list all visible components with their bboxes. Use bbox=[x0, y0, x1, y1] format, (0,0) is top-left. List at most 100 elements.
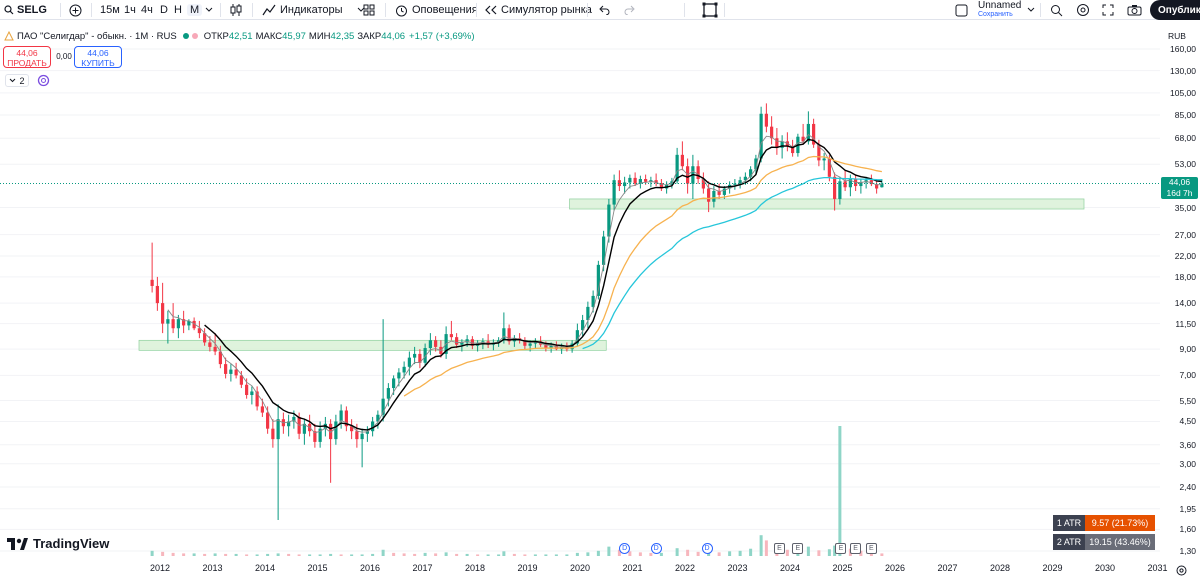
tradingview-logo[interactable]: TradingView bbox=[7, 536, 109, 551]
indicators-button[interactable]: Индикаторы bbox=[262, 0, 365, 20]
alerts-button[interactable]: Оповещения bbox=[395, 0, 478, 20]
search-icon bbox=[1051, 4, 1063, 16]
earnings-marker[interactable]: E bbox=[792, 543, 804, 554]
candle-body bbox=[192, 320, 196, 329]
sell-button[interactable]: 44,06 ПРОДАТЬ bbox=[3, 46, 51, 68]
volume-bar bbox=[586, 552, 590, 556]
chart-type-button[interactable] bbox=[230, 0, 242, 20]
volume-bar bbox=[838, 426, 842, 556]
candles bbox=[150, 103, 884, 520]
low-value: 42,35 bbox=[330, 30, 355, 42]
candle-body bbox=[528, 343, 532, 346]
candle-body bbox=[770, 126, 774, 139]
price-tick: 53,00 bbox=[1174, 159, 1196, 170]
candle-body bbox=[581, 320, 585, 331]
candle-body bbox=[260, 406, 264, 413]
alarm-clock-icon bbox=[396, 5, 407, 16]
volume-bar bbox=[649, 552, 653, 556]
dividend-marker[interactable]: D bbox=[701, 543, 713, 554]
close-label: ЗАКР bbox=[357, 30, 382, 42]
candle-body bbox=[355, 431, 359, 440]
candle-body bbox=[759, 113, 763, 159]
candle-body bbox=[523, 340, 527, 346]
volume-bar bbox=[318, 554, 322, 556]
symbol-logo-icon bbox=[4, 31, 14, 41]
volume-bar bbox=[817, 550, 821, 556]
buy-button[interactable]: 44,06 КУПИТЬ bbox=[74, 46, 122, 68]
publish-label: Опубликовать bbox=[1158, 4, 1200, 16]
redo-button[interactable] bbox=[624, 0, 636, 20]
volume-bars bbox=[150, 426, 884, 556]
year-tick: 2012 bbox=[149, 563, 171, 573]
quick-search-button[interactable] bbox=[1050, 0, 1063, 20]
timeframe-week[interactable]: Н bbox=[174, 0, 182, 20]
legend-title: ПАО "Селигдар" - обыкн. · 1М · RUS bbox=[17, 30, 177, 42]
timeframe-month[interactable]: М bbox=[187, 0, 203, 20]
timeframe-dropdown[interactable] bbox=[205, 0, 213, 20]
earnings-marker[interactable]: E bbox=[774, 543, 785, 554]
year-tick: 2029 bbox=[1042, 563, 1063, 573]
volume-bar bbox=[234, 553, 238, 556]
volume-bar bbox=[255, 554, 259, 556]
candle-body bbox=[738, 180, 742, 184]
chevron-down-icon bbox=[10, 78, 16, 83]
earnings-marker[interactable]: E bbox=[865, 543, 877, 554]
price-tick: 105,00 bbox=[1170, 87, 1196, 98]
candle-body bbox=[733, 183, 737, 185]
candle-body bbox=[791, 146, 795, 154]
divider bbox=[1040, 3, 1041, 17]
earnings-marker[interactable]: E bbox=[850, 543, 862, 554]
volume-bar bbox=[381, 549, 385, 556]
undo-button[interactable] bbox=[598, 0, 610, 20]
timeframe-1h[interactable]: 1ч bbox=[124, 0, 136, 20]
volume-bar bbox=[617, 549, 621, 556]
candle-body bbox=[402, 366, 406, 373]
indicator-settings-button[interactable] bbox=[37, 74, 50, 87]
volume-bar bbox=[434, 553, 438, 556]
last-price-label: 44,06 16d 7h bbox=[1161, 176, 1198, 199]
settings-button[interactable] bbox=[1076, 0, 1090, 20]
layout-save-status: Сохранить bbox=[978, 11, 1013, 18]
earnings-marker[interactable]: E bbox=[835, 543, 847, 554]
volume-bar bbox=[297, 554, 301, 556]
fullscreen-button[interactable] bbox=[1102, 0, 1114, 20]
candle-body bbox=[208, 342, 212, 347]
symbol-search[interactable]: SELG bbox=[4, 0, 47, 20]
compare-button[interactable] bbox=[69, 0, 82, 20]
volume-bar bbox=[224, 553, 228, 556]
timeframe-4h[interactable]: 4ч bbox=[141, 0, 153, 20]
snapshot-button[interactable] bbox=[1127, 0, 1142, 20]
volume-bar bbox=[287, 553, 291, 556]
buy-label: КУПИТЬ bbox=[81, 58, 115, 68]
indicators-collapse-button[interactable]: 2 bbox=[5, 74, 29, 87]
candle-body bbox=[712, 191, 716, 202]
gear-icon bbox=[1176, 565, 1187, 576]
volume-bar bbox=[512, 553, 516, 556]
candle-body bbox=[612, 180, 616, 205]
alerts-label: Оповещения bbox=[412, 4, 478, 16]
candle-body bbox=[397, 372, 401, 379]
currency-unit[interactable]: RUB bbox=[1168, 31, 1186, 41]
layouts-button[interactable] bbox=[363, 0, 375, 20]
layout-menu[interactable]: Unnamed Сохранить bbox=[955, 0, 1035, 20]
price-chart[interactable] bbox=[0, 20, 1160, 560]
price-axis[interactable]: 160,00 130,00 105,00 85,00 68,00 53,00 35,00 27… bbox=[1160, 28, 1200, 563]
atr-row-1: 1 ATR 9.57 (21.73%) bbox=[1053, 515, 1155, 531]
candle-body bbox=[171, 319, 175, 329]
publish-button[interactable]: Опубликовать bbox=[1150, 0, 1200, 20]
volume-bar bbox=[444, 552, 448, 556]
dividend-marker[interactable]: D bbox=[650, 543, 662, 554]
year-tick: 2015 bbox=[307, 563, 328, 573]
axis-settings-button[interactable] bbox=[1176, 563, 1187, 581]
candle-body bbox=[654, 180, 658, 184]
timeframe-day[interactable]: D bbox=[160, 0, 168, 20]
dividend-marker[interactable]: D bbox=[619, 543, 631, 554]
volume-bar bbox=[413, 553, 417, 556]
price-tick: 4,50 bbox=[1179, 416, 1196, 427]
replay-button[interactable]: Симулятор рынка bbox=[485, 0, 592, 20]
candle-body bbox=[381, 398, 385, 415]
timeframe-15m[interactable]: 15м bbox=[100, 0, 120, 20]
time-axis[interactable]: 2012 2013 2014 2015 2016 2017 2018 2019 2020 2021… bbox=[0, 560, 1168, 579]
fullscreen-selection-button[interactable] bbox=[702, 0, 718, 20]
market-status-icon bbox=[182, 33, 189, 39]
